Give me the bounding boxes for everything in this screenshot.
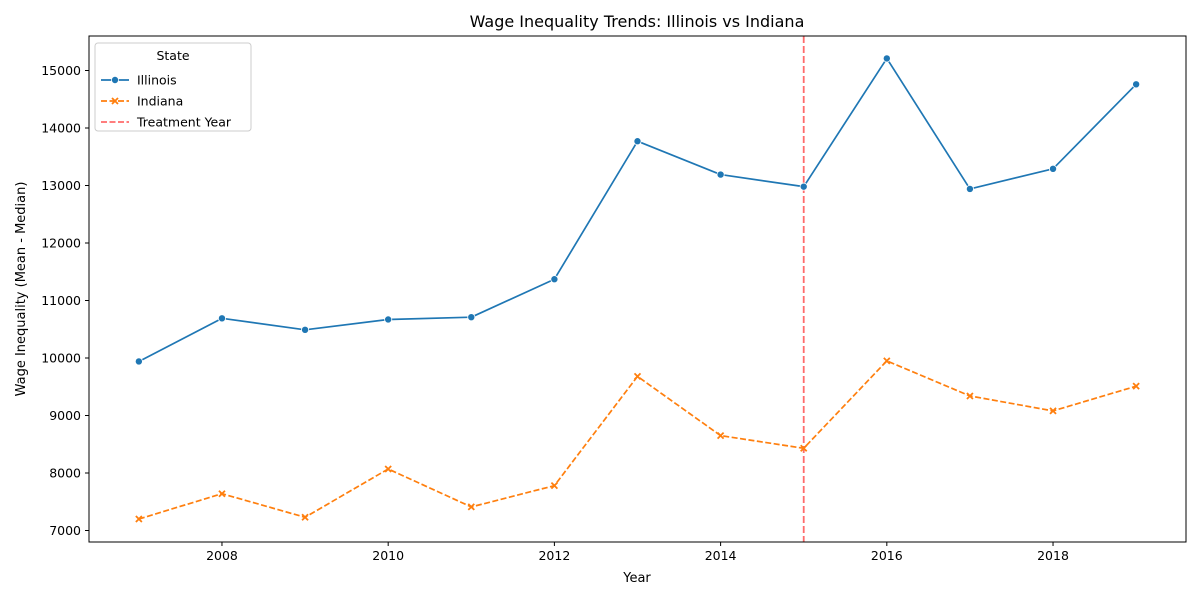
illinois-point — [799, 182, 808, 191]
y-axis: 7000 8000 9000 10000 11000 12000 13000 14000 150… — [41, 63, 89, 538]
indiana-point — [301, 513, 309, 521]
indiana-point — [135, 515, 143, 523]
x-tick-label: 2014 — [705, 548, 737, 563]
illinois-point — [384, 315, 393, 324]
x-tick-label: 2016 — [871, 548, 903, 563]
indiana-point — [883, 357, 891, 365]
indiana-point — [633, 372, 642, 381]
illinois-point — [134, 357, 143, 366]
legend-title: State — [156, 48, 189, 63]
y-tick-label: 10000 — [41, 351, 81, 366]
plot-frame — [88, 35, 1187, 543]
indiana-point — [1132, 382, 1140, 390]
illinois-point — [467, 313, 476, 322]
illinois-point — [965, 184, 974, 193]
y-tick-label: 12000 — [41, 236, 81, 251]
illinois-series — [134, 54, 1141, 366]
x-tick-label: 2018 — [1037, 548, 1069, 563]
legend-marker-indiana — [111, 97, 119, 105]
y-axis-label: Wage Inequality (Mean - Median) — [14, 182, 29, 397]
legend: State Illinois Indiana Treatment Year — [94, 42, 252, 132]
y-tick-label: 8000 — [49, 466, 81, 481]
illinois-point — [1132, 80, 1141, 89]
y-tick-label: 15000 — [41, 63, 81, 78]
illinois-point — [633, 137, 642, 146]
indiana-point — [966, 392, 974, 400]
indiana-line — [138, 360, 1137, 520]
indiana-point — [716, 431, 725, 440]
x-axis: 2008 2010 2012 2014 2016 2018 — [206, 542, 1069, 563]
indiana-point — [218, 490, 226, 498]
legend-label-illinois: Illinois — [137, 73, 177, 88]
x-tick-label: 2008 — [206, 548, 238, 563]
illinois-line — [138, 57, 1137, 363]
chart-title: Wage Inequality Trends: Illinois vs Indi… — [470, 12, 805, 31]
indiana-point — [550, 482, 559, 490]
indiana-point — [467, 503, 475, 511]
illinois-point — [882, 54, 891, 63]
plot-area — [134, 36, 1141, 542]
illinois-point — [716, 170, 725, 179]
indiana-point — [800, 444, 808, 452]
illinois-point — [217, 314, 226, 323]
illinois-point — [1049, 164, 1058, 173]
indiana-series — [135, 357, 1140, 523]
x-tick-label: 2012 — [538, 548, 570, 563]
x-axis-label: Year — [622, 571, 651, 586]
indiana-point — [1049, 407, 1057, 415]
legend-box — [94, 42, 252, 132]
indiana-point — [384, 465, 392, 473]
y-tick-label: 7000 — [49, 523, 81, 538]
legend-marker-illinois — [111, 76, 120, 85]
legend-label-treatment-year: Treatment Year — [136, 115, 232, 130]
y-tick-label: 9000 — [49, 408, 81, 423]
illinois-point — [301, 325, 310, 334]
legend-label-indiana: Indiana — [137, 94, 183, 109]
y-tick-label: 14000 — [41, 121, 81, 136]
y-tick-label: 11000 — [41, 293, 81, 308]
x-tick-label: 2010 — [372, 548, 404, 563]
y-tick-label: 13000 — [41, 178, 81, 193]
illinois-point — [550, 275, 559, 284]
